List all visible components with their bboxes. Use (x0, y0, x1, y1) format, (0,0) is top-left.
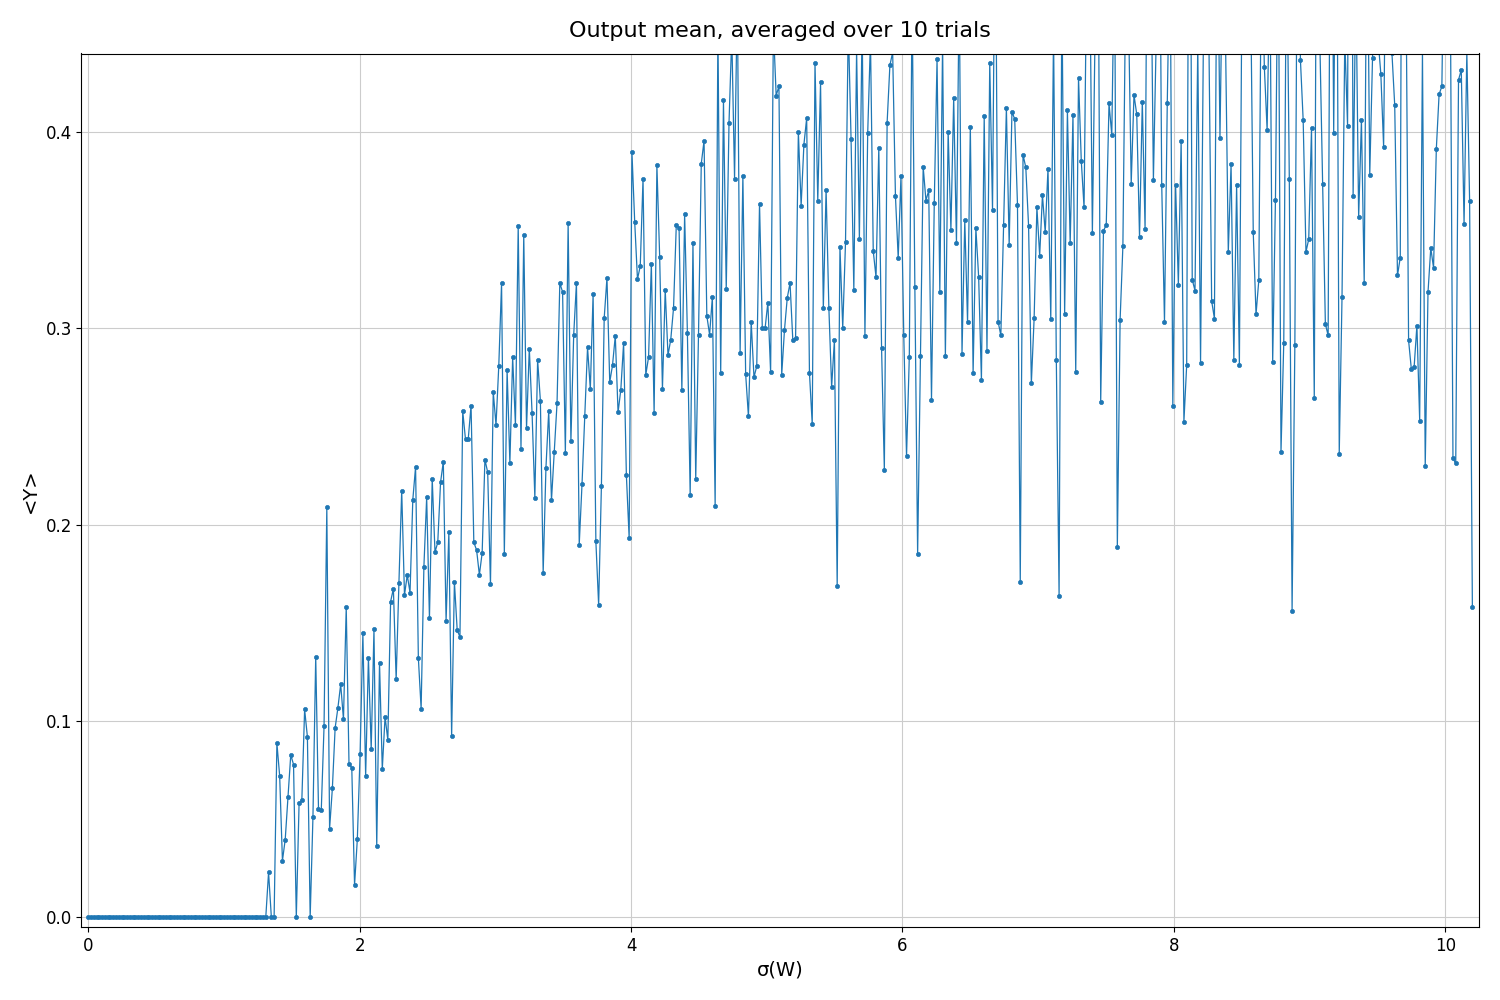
Title: Output mean, averaged over 10 trials: Output mean, averaged over 10 trials (570, 21, 992, 41)
Y-axis label: <Y>: <Y> (21, 468, 40, 513)
X-axis label: σ(W): σ(W) (758, 960, 804, 979)
